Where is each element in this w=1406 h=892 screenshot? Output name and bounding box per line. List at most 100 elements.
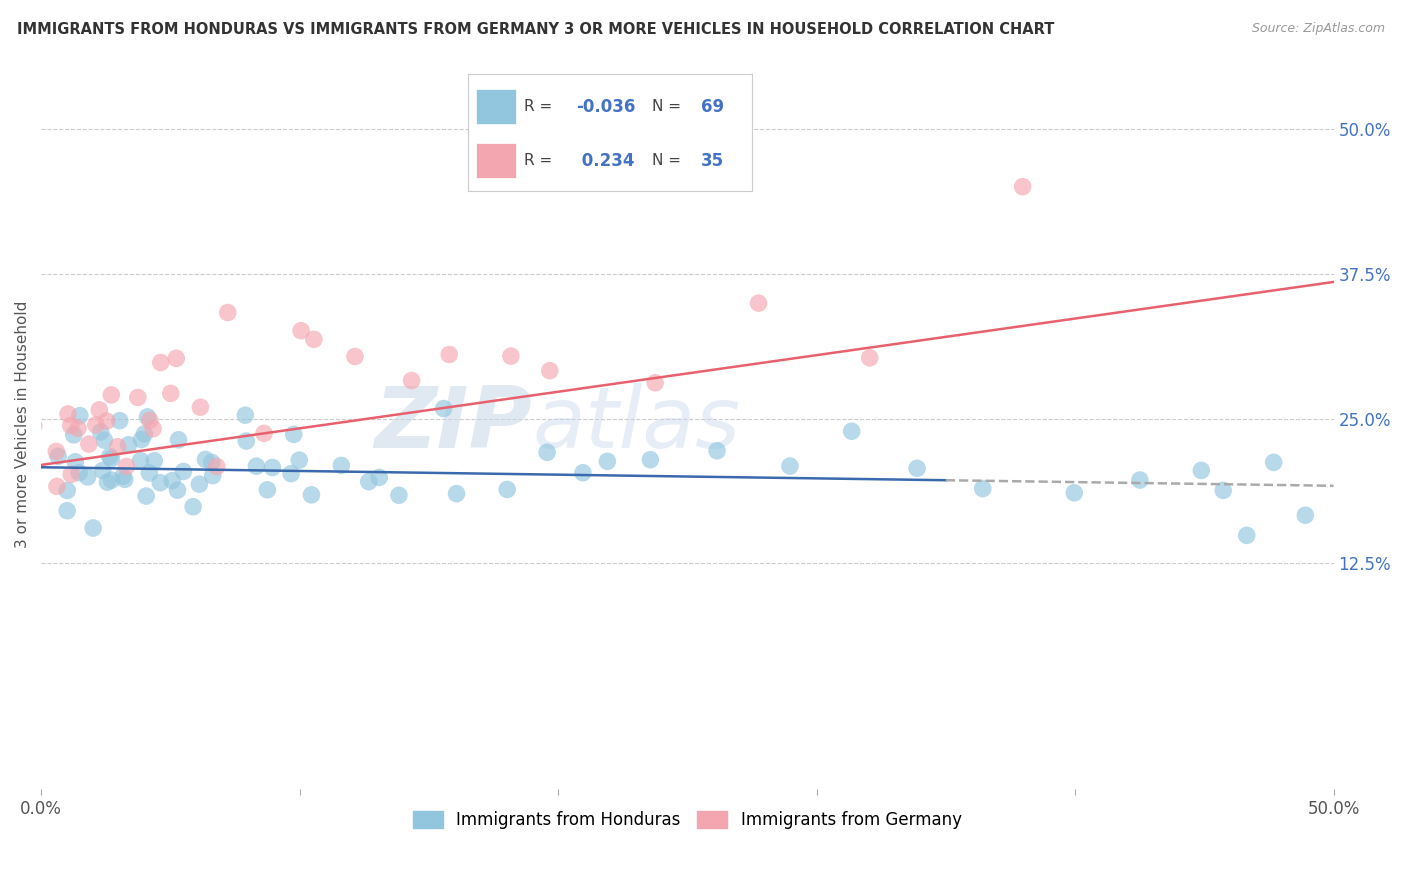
Point (67, 466, 90, 480)
Point (134, 427, 156, 442)
Point (76, 470, 98, 484)
Point (1212, 483, 1234, 498)
Point (142, 422, 165, 436)
Point (343, 350, 366, 364)
Point (1011, 179, 1033, 194)
Point (301, 488, 323, 502)
Point (1294, 508, 1316, 523)
Point (45, 444, 67, 458)
Point (288, 453, 311, 467)
Point (165, 351, 187, 366)
Point (201, 455, 224, 469)
Point (89, 403, 111, 417)
Point (330, 458, 353, 473)
Point (114, 472, 136, 486)
Point (111, 469, 134, 483)
Point (90, 425, 112, 439)
Point (245, 459, 267, 474)
Point (262, 460, 284, 475)
Point (499, 349, 522, 363)
Point (96, 414, 118, 428)
Point (162, 474, 184, 488)
Point (640, 452, 662, 467)
Point (62, 428, 84, 442)
Point (136, 409, 159, 424)
Point (496, 483, 519, 497)
Point (59, 418, 82, 433)
Point (108, 414, 131, 428)
Point (439, 347, 461, 361)
Point (217, 305, 239, 319)
Point (91, 463, 114, 477)
Point (56, 504, 79, 518)
Text: ZIP: ZIP (374, 383, 533, 466)
Point (1129, 473, 1152, 487)
Point (433, 401, 456, 416)
Point (905, 461, 928, 475)
Point (706, 443, 728, 458)
Point (100, 473, 122, 487)
Point (644, 376, 666, 390)
Point (82, 521, 104, 535)
Point (46, 450, 69, 464)
Point (149, 475, 172, 490)
Point (1236, 528, 1258, 542)
Point (93, 433, 115, 447)
Point (96, 475, 118, 490)
Point (172, 465, 194, 479)
Point (368, 470, 391, 484)
Point (357, 475, 380, 489)
Point (1189, 463, 1212, 477)
Point (538, 364, 561, 378)
Point (302, 332, 325, 346)
Point (235, 434, 257, 448)
Point (572, 466, 595, 480)
Point (100, 451, 122, 466)
Point (1063, 485, 1085, 500)
Point (201, 468, 224, 483)
Point (166, 483, 188, 498)
Point (117, 438, 139, 452)
Text: IMMIGRANTS FROM HONDURAS VS IMMIGRANTS FROM GERMANY 3 OR MORE VEHICLES IN HOUSEH: IMMIGRANTS FROM HONDURAS VS IMMIGRANTS F… (17, 22, 1054, 37)
Point (290, 324, 312, 338)
Point (859, 351, 882, 365)
Point (22, 418, 45, 433)
Point (45, 479, 67, 493)
Point (841, 424, 863, 438)
Text: atlas: atlas (533, 383, 740, 466)
Point (190, 401, 212, 415)
Point (181, 500, 204, 514)
Text: Source: ZipAtlas.com: Source: ZipAtlas.com (1251, 22, 1385, 36)
Point (77, 437, 100, 451)
Point (159, 386, 181, 401)
Point (127, 391, 149, 405)
Point (779, 458, 801, 473)
Point (84, 417, 107, 432)
Y-axis label: 3 or more Vehicles in Household: 3 or more Vehicles in Household (15, 301, 30, 548)
Point (129, 453, 152, 467)
Point (188, 477, 211, 491)
Point (596, 454, 619, 468)
Point (107, 440, 129, 454)
Point (256, 483, 278, 497)
Point (388, 488, 411, 502)
Point (66, 421, 89, 435)
Point (60, 467, 83, 482)
Point (747, 296, 769, 310)
Point (131, 433, 153, 447)
Point (56, 483, 79, 498)
Point (401, 374, 423, 388)
Point (69, 409, 91, 423)
Point (280, 467, 302, 481)
Point (446, 486, 468, 500)
Point (536, 445, 558, 459)
Point (139, 413, 162, 427)
Point (972, 482, 994, 496)
Point (167, 433, 190, 447)
Point (143, 454, 166, 468)
Point (65, 455, 87, 469)
Point (138, 466, 160, 480)
Point (1263, 455, 1285, 469)
Point (194, 452, 217, 467)
Point (283, 427, 305, 442)
